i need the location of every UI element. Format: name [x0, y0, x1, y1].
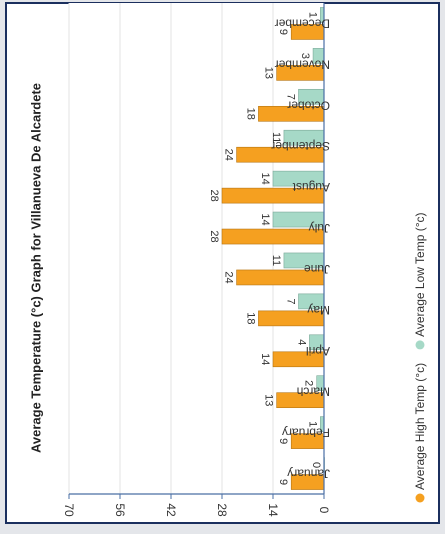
value-label-low: 2: [303, 380, 315, 386]
category-label: October: [287, 98, 330, 112]
category-label: July: [309, 221, 330, 235]
tick-label: 0: [317, 507, 331, 514]
value-label-low: 7: [285, 298, 297, 304]
value-label-high: 24: [223, 271, 235, 283]
legend-swatch: [415, 493, 425, 503]
value-label-high: 9: [277, 438, 289, 444]
category-label: April: [306, 344, 330, 358]
value-label-high: 9: [277, 479, 289, 485]
value-label-low: 11: [270, 255, 282, 266]
legend: Average High Temp (°c) Average Low Temp (…: [413, 213, 427, 503]
labels: 01428425670January90February91March132Ap…: [62, 12, 331, 517]
value-label-low: 1: [306, 12, 318, 18]
category-label: February: [282, 426, 330, 440]
value-label-low: 7: [285, 94, 297, 100]
value-label-high: 9: [277, 29, 289, 35]
value-label-high: 18: [244, 108, 256, 120]
tick-label: 56: [113, 503, 127, 517]
value-label-low: 14: [259, 213, 271, 225]
tick-label: 28: [215, 503, 229, 517]
axes: [68, 3, 325, 499]
value-label-high: 28: [208, 230, 220, 242]
legend-swatch: [415, 340, 425, 350]
value-label-low: 11: [270, 132, 282, 143]
value-label-high: 18: [244, 312, 256, 324]
value-label-low: 4: [295, 339, 307, 345]
value-label-high: 28: [208, 190, 220, 202]
value-label-low: 14: [259, 173, 271, 185]
gridlines: [68, 3, 274, 494]
value-label-high: 13: [263, 394, 275, 406]
tick-label: 14: [266, 503, 280, 517]
value-label-low: 3: [299, 53, 311, 59]
chart-title: Average Temperature (°c) Graph for Villa…: [29, 83, 44, 453]
plot-area: [68, 3, 325, 499]
value-label-high: 13: [263, 67, 275, 79]
tick-label: 42: [164, 503, 178, 517]
category-label: March: [297, 385, 330, 399]
value-label-high: 14: [259, 353, 271, 365]
category-label: December: [275, 16, 330, 30]
legend-label: Average Low Temp (°c): [413, 213, 427, 337]
value-label-low: 1: [306, 421, 318, 427]
value-label-high: 24: [223, 149, 235, 161]
plot-background: [69, 3, 324, 494]
category-label: September: [271, 139, 330, 153]
category-label: January: [287, 467, 330, 481]
category-label: June: [304, 262, 330, 276]
category-label: August: [292, 180, 330, 194]
legend-label: Average High Temp (°c): [413, 363, 427, 490]
category-label: May: [307, 303, 330, 317]
value-label-low: 0: [310, 462, 322, 468]
category-label: November: [275, 57, 330, 71]
tick-label: 70: [62, 503, 76, 517]
bars: [221, 7, 325, 490]
